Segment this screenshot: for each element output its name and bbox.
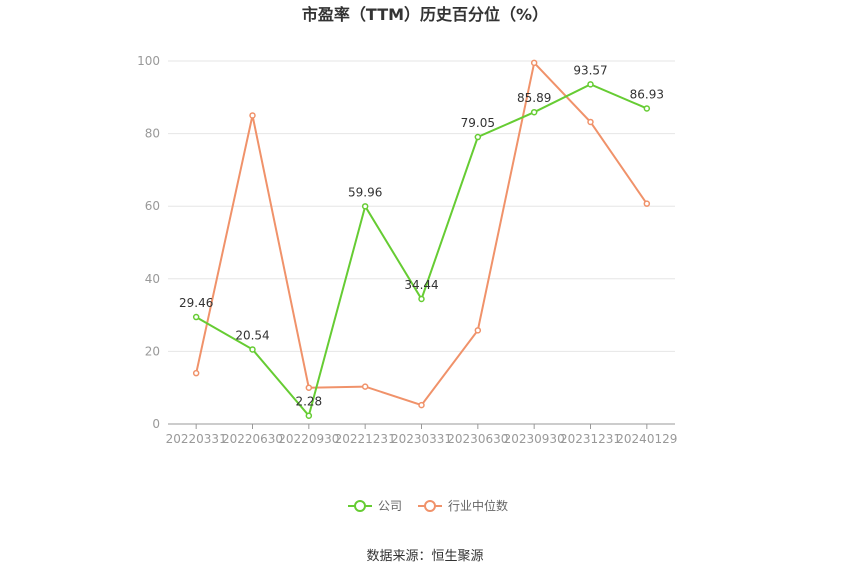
x-tick-label: 20221231 <box>335 432 396 446</box>
y-tick-label: 20 <box>145 344 160 358</box>
x-tick-label: 20230630 <box>447 432 508 446</box>
data-label: 93.57 <box>573 63 607 77</box>
data-label: 2.28 <box>295 395 322 409</box>
x-axis-ticks: 2022033120220630202209302022123120230331… <box>166 424 677 446</box>
data-label: 59.96 <box>348 185 382 199</box>
y-tick-label: 100 <box>137 54 160 68</box>
data-point <box>587 118 594 126</box>
data-point <box>418 295 425 303</box>
y-axis-ticks: 0 20 40 60 80 100 <box>137 54 160 431</box>
data-point <box>249 346 256 353</box>
series-company: 29.46 20.54 2.28 59.96 34.44 79.05 85.89 93.57 8… <box>179 63 664 419</box>
x-tick-label: 20240129 <box>616 432 677 446</box>
grid-lines <box>168 60 675 352</box>
x-tick-label: 20220930 <box>278 432 339 446</box>
legend: 公司 行业中位数 <box>348 498 508 513</box>
data-point <box>305 412 313 419</box>
y-tick-label: 40 <box>145 272 160 286</box>
data-point <box>643 200 651 207</box>
series-group: 29.46 20.54 2.28 59.96 34.44 79.05 85.89 93.57 8… <box>179 59 664 419</box>
data-label: 20.54 <box>235 328 269 342</box>
data-label: 79.05 <box>461 116 495 130</box>
data-point <box>587 81 594 88</box>
x-tick-label: 20220331 <box>166 432 227 446</box>
data-source: 数据来源：恒生聚源 <box>366 549 483 564</box>
data-point <box>192 369 200 377</box>
data-point <box>361 203 369 210</box>
legend-marker <box>424 500 436 512</box>
data-point <box>530 59 538 67</box>
data-point <box>643 105 651 112</box>
data-point <box>474 133 482 141</box>
legend-label: 行业中位数 <box>448 498 508 513</box>
data-point <box>474 327 482 334</box>
chart-title: 市盈率（TTM）历史百分位（%） <box>302 5 548 24</box>
x-tick-label: 20230331 <box>391 432 452 446</box>
data-point <box>418 401 425 409</box>
y-tick-label: 0 <box>152 417 160 431</box>
x-tick-label: 20220630 <box>222 432 283 446</box>
series-line <box>195 60 648 407</box>
legend-item: 公司 <box>348 499 402 513</box>
data-point <box>249 112 256 119</box>
y-tick-label: 60 <box>145 199 160 213</box>
x-tick-label: 20231231 <box>560 432 621 446</box>
legend-label: 公司 <box>378 499 402 513</box>
x-tick-label: 20230930 <box>504 432 565 446</box>
data-label: 29.46 <box>179 296 213 310</box>
data-point <box>361 383 369 390</box>
y-tick-label: 80 <box>145 127 160 141</box>
data-label: 86.93 <box>630 87 664 101</box>
data-point <box>530 108 538 116</box>
legend-item: 行业中位数 <box>418 498 508 513</box>
data-label: 85.89 <box>517 91 551 105</box>
data-point <box>305 384 313 391</box>
data-label: 34.44 <box>404 278 438 292</box>
data-point <box>192 313 200 321</box>
series-industry-median <box>192 59 651 409</box>
legend-marker <box>354 500 366 512</box>
